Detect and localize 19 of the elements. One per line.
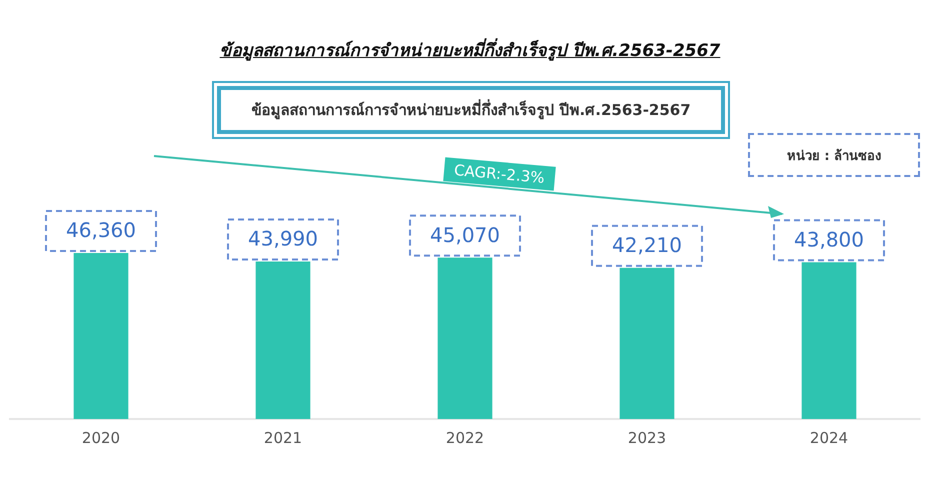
- chart-title: ข้อมูลสถานการณ์การจำหน่ายบะหมี่กึ่งสำเร็จรูป ปีพ.ศ.2563-2567: [218, 37, 722, 63]
- bar: [802, 262, 856, 419]
- chart-subtitle: ข้อมูลสถานการณ์การจำหน่ายบะหมี่กึ่งสำเร็จรูป ปีพ.ศ.2563-2567: [217, 86, 725, 134]
- data-label: 42,210: [612, 233, 682, 258]
- x-tick-label: 2023: [628, 428, 666, 447]
- bar: [620, 268, 674, 419]
- x-tick-label: 2022: [446, 428, 484, 447]
- data-label: 46,360: [66, 218, 136, 242]
- data-label: 43,800: [794, 227, 864, 252]
- data-label: 43,990: [248, 226, 318, 251]
- x-tick-label: 2021: [264, 428, 302, 447]
- text: หน่วย : ล้านซอง: [748, 133, 920, 177]
- data-label: 45,070: [430, 222, 500, 247]
- bar: [256, 262, 310, 419]
- bar: [74, 253, 128, 419]
- x-tick-label: 2024: [810, 428, 848, 447]
- bar: [438, 258, 492, 419]
- x-tick-label: 2020: [82, 428, 120, 447]
- text: CAGR:-2.3%: [443, 157, 556, 191]
